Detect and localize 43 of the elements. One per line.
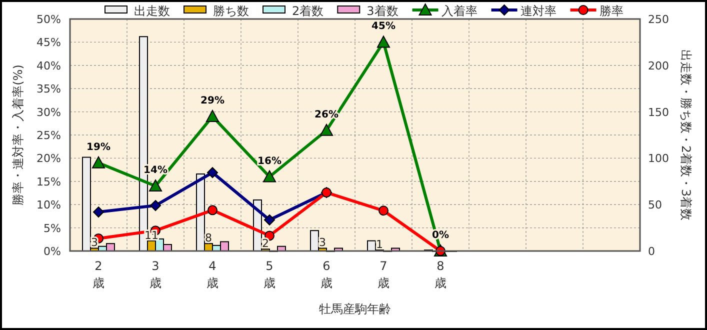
x-tick-label: 7歳 [378, 259, 390, 290]
y-tick-label: 15% [36, 175, 61, 188]
y2-tick-label: 200 [648, 59, 669, 72]
y-tick-label: 30% [36, 106, 61, 119]
y-axis-title: 勝率・連対率・入着率(%) [11, 64, 25, 206]
x-tick-label: 3歳 [150, 259, 162, 290]
y-tick-label: 5% [44, 222, 61, 235]
y2-tick-label: 0 [648, 245, 655, 258]
y2-axis-title: 出走数・勝ち数・2着数・3着数 [679, 49, 693, 221]
y-tick-label: 20% [36, 152, 61, 166]
x-tick-label: 6歳 [320, 259, 332, 290]
y2-tick-label: 150 [648, 106, 669, 119]
x-tick-label: 5歳 [264, 259, 276, 290]
data-label: 3 [319, 236, 326, 250]
legend-label: 勝率 [599, 4, 624, 18]
data-label: 3 [91, 236, 98, 250]
legend-label: 入着率 [441, 4, 478, 18]
y2-tick-label: 100 [648, 152, 669, 166]
data-label: 1 [376, 238, 383, 252]
y-tick-label: 35% [36, 82, 61, 96]
legend-label: 出走数 [134, 4, 170, 18]
data-label: 29% [200, 95, 224, 106]
data-label: 2 [262, 237, 269, 250]
x-tick-label: 2 歳 [92, 259, 104, 290]
data-label: 45% [372, 21, 396, 32]
y2-tick-label: 50 [648, 198, 662, 212]
y-tick-label: 45% [36, 36, 61, 50]
y-tick-label: 50% [36, 13, 61, 26]
data-label: 16% [258, 156, 282, 167]
data-label: 8 [205, 232, 212, 245]
data-label: 19% [86, 142, 110, 153]
y-tick-label: 25% [36, 129, 61, 142]
y2-tick-label: 250 [648, 13, 669, 26]
y-tick-label: 0% [44, 245, 61, 258]
x-axis-title: 牡馬産駒年齢 [319, 302, 391, 316]
y-tick-label: 10% [36, 198, 61, 212]
legend-label: 2着数 [292, 4, 324, 18]
legend-label: 3着数 [366, 4, 398, 18]
legend-label: 連対率 [520, 4, 556, 18]
legend-label: 勝ち数 [213, 4, 249, 18]
x-tick-label: 4歳 [206, 259, 218, 290]
x-tick-label: 8 歳 [434, 259, 446, 290]
y-tick-label: 40% [36, 59, 61, 72]
